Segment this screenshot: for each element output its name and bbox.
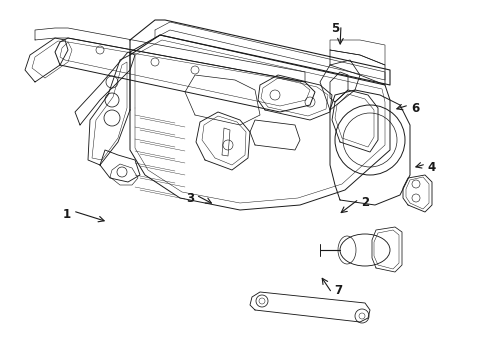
Text: 2: 2 [361, 195, 369, 208]
Text: 6: 6 [411, 102, 419, 114]
Text: 3: 3 [186, 192, 194, 204]
Text: 1: 1 [63, 207, 71, 220]
Text: 7: 7 [334, 284, 342, 297]
Text: 4: 4 [428, 161, 436, 174]
Text: 5: 5 [331, 22, 339, 35]
